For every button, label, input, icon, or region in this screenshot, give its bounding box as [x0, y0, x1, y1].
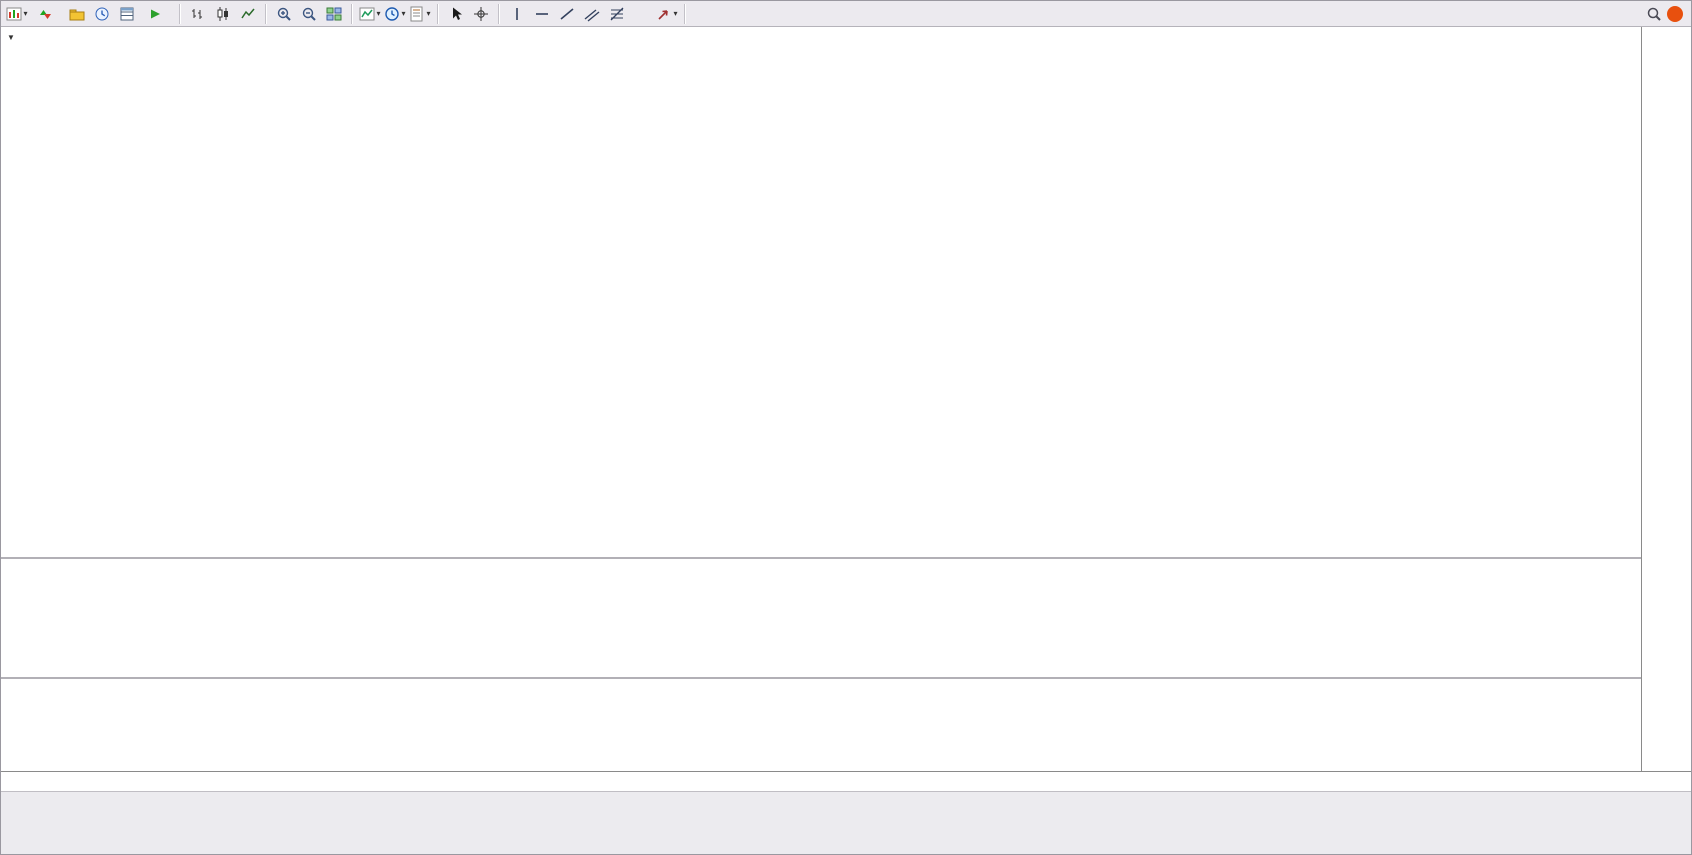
new-chart-icon: [6, 6, 22, 22]
candlestick-chart[interactable]: [1, 29, 1641, 557]
panel-divider[interactable]: [1, 677, 1691, 679]
zoom-out-button[interactable]: [297, 2, 321, 26]
fibonacci-tool[interactable]: [605, 2, 629, 26]
candlestick-chart-icon: [215, 6, 231, 22]
candlestick-chart-button[interactable]: [211, 2, 235, 26]
panel-divider[interactable]: [1, 557, 1691, 559]
bar-chart-icon: [190, 6, 206, 22]
crosshair-icon: [473, 6, 489, 22]
arrows-icon: [656, 6, 672, 22]
new-order-icon: [38, 7, 52, 21]
profiles-button[interactable]: [65, 2, 89, 26]
line-chart-icon: [240, 6, 256, 22]
toolbar-separator: [498, 3, 500, 24]
toolbar-separator: [351, 3, 353, 24]
indicators-button[interactable]: ▾: [358, 2, 382, 26]
horizontal-line-icon: [534, 6, 550, 22]
crosshair-button[interactable]: [469, 2, 493, 26]
price-chart-panel[interactable]: ▼: [1, 29, 1641, 557]
channel-icon: [584, 6, 600, 22]
channel-tool[interactable]: [580, 2, 604, 26]
navigator-icon: [119, 6, 135, 22]
navigator-button[interactable]: [115, 2, 139, 26]
rsi-chart: [1, 679, 1641, 771]
zoom-in-icon: [276, 6, 292, 22]
toolbar-separator: [179, 3, 181, 24]
toolbar-separator: [684, 3, 686, 24]
chevron-down-icon: ▾: [426, 9, 431, 18]
zoom-in-button[interactable]: [272, 2, 296, 26]
cursor-icon: [448, 6, 464, 22]
search-icon: [1646, 6, 1662, 22]
indicators-icon: [359, 6, 375, 22]
tile-windows-button[interactable]: [322, 2, 346, 26]
chart-title: ▼: [7, 33, 27, 42]
horizontal-line-tool[interactable]: [530, 2, 554, 26]
tile-windows-icon: [326, 6, 342, 22]
trendline-icon: [559, 6, 575, 22]
trendline-tool[interactable]: [555, 2, 579, 26]
vertical-line-tool[interactable]: [505, 2, 529, 26]
arrows-tool[interactable]: ▾: [655, 2, 679, 26]
profiles-icon: [69, 6, 85, 22]
toolbar-separator: [265, 3, 267, 24]
bar-chart-button[interactable]: [186, 2, 210, 26]
clock-icon: [384, 6, 400, 22]
new-order-button[interactable]: [30, 2, 64, 26]
cursor-button[interactable]: [444, 2, 468, 26]
chart-dropdown-icon[interactable]: ▼: [7, 33, 15, 42]
vertical-line-icon: [509, 6, 525, 22]
macd-chart: [1, 559, 1641, 677]
templates-button[interactable]: ▾: [408, 2, 432, 26]
chevron-down-icon: ▾: [23, 9, 28, 18]
toolbar: ▾: [1, 1, 1691, 27]
price-axis[interactable]: [1641, 27, 1691, 771]
chart-workspace: ▼: [1, 27, 1691, 791]
terminal-collapsed-area: [1, 791, 1691, 854]
new-chart-button[interactable]: ▾: [5, 2, 29, 26]
periods-button[interactable]: ▾: [383, 2, 407, 26]
chevron-down-icon: ▾: [401, 9, 406, 18]
search-button[interactable]: [1642, 2, 1666, 26]
chevron-down-icon: ▾: [673, 9, 678, 18]
time-axis[interactable]: [1, 771, 1691, 791]
text-tool[interactable]: [630, 2, 654, 26]
template-icon: [409, 6, 425, 22]
zoom-out-icon: [301, 6, 317, 22]
toolbar-separator: [437, 3, 439, 24]
macd-panel[interactable]: [1, 559, 1641, 677]
line-chart-button[interactable]: [236, 2, 260, 26]
auto-trading-button[interactable]: [140, 2, 174, 26]
market-watch-button[interactable]: [90, 2, 114, 26]
rsi-panel[interactable]: [1, 679, 1641, 771]
fibonacci-icon: [609, 6, 625, 22]
play-icon: [148, 7, 162, 21]
chevron-down-icon: ▾: [376, 9, 381, 18]
notification-badge[interactable]: [1667, 5, 1683, 22]
market-watch-icon: [94, 6, 110, 22]
